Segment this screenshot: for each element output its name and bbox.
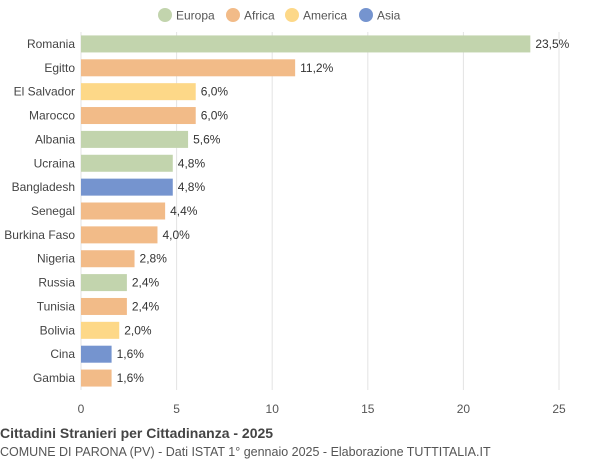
bar-bangladesh xyxy=(81,178,173,196)
legend-label-america: America xyxy=(303,9,347,23)
category-label-gambia: Gambia xyxy=(33,371,75,385)
bar-albania xyxy=(81,130,189,148)
value-label-el-salvador: 6,0% xyxy=(201,85,229,99)
category-label-ucraina: Ucraina xyxy=(34,156,76,170)
x-tick-label: 25 xyxy=(552,402,566,416)
value-labels: 23,5% 11,2% 6,0% 6,0% 5,6% 4,8% 4,8% 4,4% 4,0% 2,… xyxy=(117,37,570,385)
legend-marker-africa xyxy=(226,8,240,22)
legend-label-africa: Africa xyxy=(244,9,275,23)
bar-nigeria xyxy=(81,250,135,268)
chart-title: Cittadini Stranieri per Cittadinanza - 2… xyxy=(0,425,274,441)
bar-gambia xyxy=(81,369,112,387)
x-tick-label: 0 xyxy=(78,402,85,416)
x-tick-label: 15 xyxy=(361,402,375,416)
value-label-nigeria: 2,8% xyxy=(140,252,168,266)
bars xyxy=(81,35,531,387)
bar-ucraina xyxy=(81,154,173,172)
chart: Europa Africa America Asia Romania Egitto El … xyxy=(4,8,570,416)
value-label-albania: 5,6% xyxy=(193,132,221,146)
value-label-gambia: 1,6% xyxy=(117,371,145,385)
category-label-tunisia: Tunisia xyxy=(37,299,76,313)
bar-el-salvador xyxy=(81,83,196,101)
legend-label-asia: Asia xyxy=(377,9,401,23)
value-label-tunisia: 2,4% xyxy=(132,299,160,313)
value-label-egitto: 11,2% xyxy=(300,61,333,75)
category-label-cina: Cina xyxy=(50,347,75,361)
category-labels: Romania Egitto El Salvador Marocco Albania Uc… xyxy=(4,37,75,385)
category-label-romania: Romania xyxy=(27,37,75,51)
chart-subtitle: COMUNE DI PARONA (PV) - Dati ISTAT 1° ge… xyxy=(0,445,491,459)
bar-romania xyxy=(81,35,531,53)
legend-label-europa: Europa xyxy=(176,9,215,23)
legend-marker-asia xyxy=(359,8,373,22)
value-label-russia: 2,4% xyxy=(132,276,160,290)
bar-senegal xyxy=(81,202,166,220)
bar-cina xyxy=(81,345,112,363)
bar-burkina-faso xyxy=(81,226,158,244)
legend-marker-america xyxy=(285,8,299,22)
category-label-burkina-faso: Burkina Faso xyxy=(4,228,75,242)
x-tick-label: 10 xyxy=(266,402,280,416)
value-label-marocco: 6,0% xyxy=(201,109,229,123)
category-label-senegal: Senegal xyxy=(31,204,75,218)
bar-egitto xyxy=(81,59,296,77)
category-label-russia: Russia xyxy=(38,276,75,290)
category-label-marocco: Marocco xyxy=(29,109,75,123)
value-label-bolivia: 2,0% xyxy=(124,323,152,337)
category-label-egitto: Egitto xyxy=(44,61,75,75)
x-axis-ticks: 0 5 10 15 20 25 xyxy=(78,402,566,416)
bar-tunisia xyxy=(81,297,127,315)
x-tick-label: 20 xyxy=(457,402,471,416)
value-label-burkina-faso: 4,0% xyxy=(162,228,190,242)
category-label-nigeria: Nigeria xyxy=(37,252,75,266)
legend-marker-europa xyxy=(158,8,172,22)
category-label-el-salvador: El Salvador xyxy=(14,85,75,99)
legend: Europa Africa America Asia xyxy=(158,8,401,23)
value-label-bangladesh: 4,8% xyxy=(178,180,206,194)
value-label-ucraina: 4,8% xyxy=(178,156,206,170)
category-label-bangladesh: Bangladesh xyxy=(12,180,75,194)
value-label-cina: 1,6% xyxy=(117,347,145,361)
category-label-bolivia: Bolivia xyxy=(40,323,76,337)
bar-bolivia xyxy=(81,321,120,339)
value-label-romania: 23,5% xyxy=(535,37,569,51)
bar-russia xyxy=(81,274,127,292)
bar-marocco xyxy=(81,107,196,125)
x-tick-label: 5 xyxy=(173,402,180,416)
value-label-senegal: 4,4% xyxy=(170,204,198,218)
category-label-albania: Albania xyxy=(35,132,75,146)
